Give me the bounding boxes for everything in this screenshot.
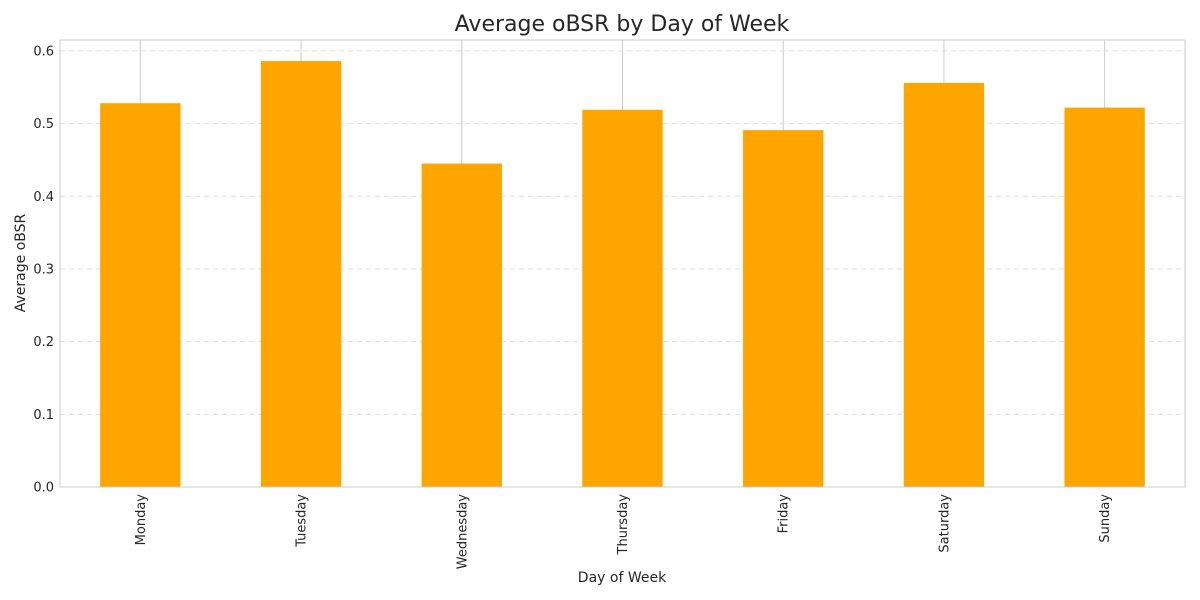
x-tick-label: Monday bbox=[134, 494, 149, 546]
bars bbox=[100, 61, 1145, 488]
bar-thursday bbox=[582, 109, 663, 488]
y-tick-label: 0.3 bbox=[33, 262, 54, 277]
x-axis-label: Day of Week bbox=[578, 570, 667, 586]
bar-friday bbox=[743, 130, 824, 487]
y-axis-label: Average oBSR bbox=[13, 213, 29, 312]
y-tick-label: 0.4 bbox=[33, 190, 54, 205]
y-tick-label: 0.2 bbox=[33, 335, 54, 350]
bar-monday bbox=[100, 103, 181, 488]
y-tick-label: 0.0 bbox=[33, 481, 54, 496]
x-tick-label: Friday bbox=[777, 494, 792, 534]
y-tick-label: 0.6 bbox=[33, 44, 54, 59]
ticks: 0.0 0.1 0.2 0.3 0.4 0.5 0.6 Monday Tuesday Wednes… bbox=[33, 44, 1113, 569]
chart-title: Average oBSR by Day of Week bbox=[455, 12, 790, 37]
x-tick-label: Saturday bbox=[937, 494, 952, 553]
x-tick-label: Tuesday bbox=[295, 494, 310, 548]
x-tick-label: Wednesday bbox=[455, 494, 470, 570]
bar-sunday bbox=[1064, 107, 1145, 487]
y-tick-label: 0.1 bbox=[33, 408, 54, 423]
y-tick-label: 0.5 bbox=[33, 117, 54, 132]
x-tick-label: Thursday bbox=[616, 494, 631, 556]
x-tick-label: Sunday bbox=[1098, 494, 1113, 543]
bar-saturday bbox=[903, 82, 985, 487]
plot-frame bbox=[59, 39, 1186, 488]
bar-tuesday bbox=[260, 61, 342, 487]
bar-wednesday bbox=[421, 163, 502, 487]
